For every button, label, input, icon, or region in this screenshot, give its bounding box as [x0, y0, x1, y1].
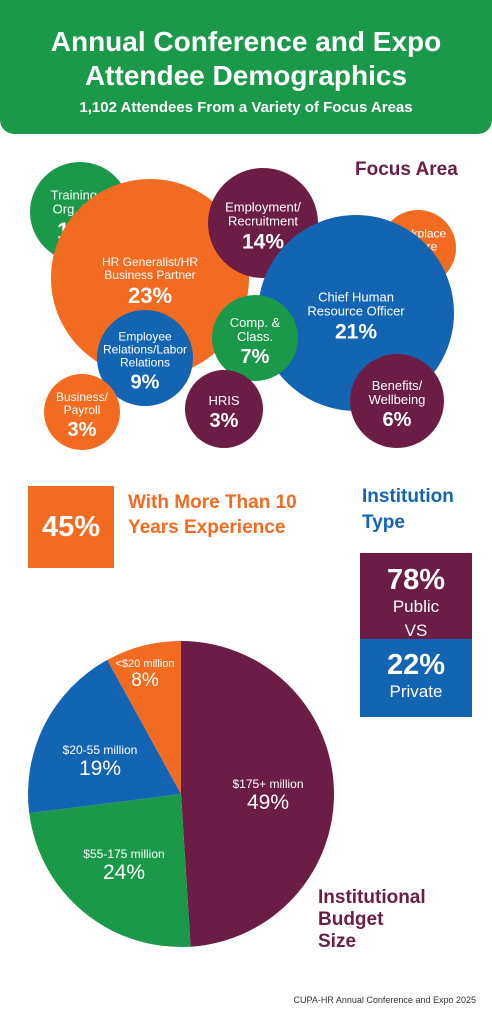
focus-bubble: Benefits/Wellbeing 6%	[350, 354, 444, 448]
public-box: 78% Public VS	[360, 553, 472, 640]
focus-bubble-label: Employment/	[225, 200, 301, 215]
focus-bubble-label: HRIS	[208, 393, 239, 408]
focus-bubble-value: 9%	[131, 372, 160, 394]
focus-bubble-circle	[350, 354, 444, 448]
focus-bubble-label: Chief Human	[318, 290, 394, 305]
focus-bubble-label: Relations/Labor	[103, 343, 187, 357]
focus-bubble-label: Recruitment	[228, 214, 298, 229]
header-banner: Annual Conference and Expo Attendee Demo…	[0, 0, 492, 134]
focus-bubble-value: 21%	[335, 321, 377, 344]
focus-bubble: Business/Payroll 3%	[44, 374, 120, 450]
vs-label: VS	[404, 621, 428, 640]
private-label: Private	[389, 682, 443, 701]
institution-type-title-line1: Institution	[362, 486, 454, 507]
focus-bubble-value: 6%	[383, 409, 412, 431]
public-label: Public	[392, 597, 440, 616]
pie-slice-label: $20-55 million	[63, 743, 138, 757]
focus-bubble-value: 14%	[242, 231, 284, 254]
pie-slice-value: 8%	[131, 670, 159, 691]
pie-slice	[29, 794, 191, 947]
budget-title-line3: Size	[318, 931, 357, 952]
focus-bubble-circle	[185, 370, 263, 448]
budget-title-line1: Institutional	[318, 887, 426, 908]
focus-bubble: Comp. &Class. 7%	[212, 295, 298, 381]
pie-slice	[27, 659, 181, 814]
focus-bubble-label: Business/	[56, 390, 109, 404]
pie-slice-label: $175+ million	[232, 777, 303, 791]
budget-title: Institutional Budget Size	[318, 887, 426, 953]
focus-bubble: HRIS 3%	[185, 370, 263, 448]
budget-title-line2: Budget	[318, 909, 384, 930]
private-box: 22% Private	[360, 639, 472, 717]
pie-slice-label: $55-175 million	[83, 847, 164, 861]
pie-slice	[107, 641, 181, 794]
page-title-line1: Annual Conference and Expo	[50, 26, 442, 57]
focus-bubble-circle	[97, 310, 193, 406]
footer-source: CUPA-HR Annual Conference and Expo 2025	[293, 995, 476, 1005]
focus-bubble-label: HR Generalist/HR	[102, 255, 198, 269]
focus-area-title: Focus Area	[355, 159, 458, 180]
focus-bubble-value: 7%	[241, 346, 270, 368]
focus-bubble-label: Relations	[120, 356, 170, 370]
focus-bubble-circle	[51, 179, 249, 377]
institution-type-title: Institution Type	[362, 484, 454, 536]
pie-slice-label: <$20 million	[115, 658, 174, 670]
pie-slice-value: 19%	[79, 757, 121, 780]
pie-slice	[181, 641, 334, 947]
focus-bubble-label: Comp. &	[230, 315, 281, 330]
pie-slice-value: 24%	[103, 861, 145, 884]
experience-text: With More Than 10 Years Experience	[128, 492, 297, 538]
page-subtitle: 1,102 Attendees From a Variety of Focus …	[79, 99, 413, 116]
focus-bubble-circle	[212, 295, 298, 381]
page-title-line2: Attendee Demographics	[84, 60, 408, 91]
focus-bubble-label: Payroll	[64, 403, 101, 417]
institution-type-title-line2: Type	[362, 512, 405, 533]
focus-bubble-label: Class.	[237, 329, 273, 344]
focus-bubble-label: Wellbeing	[369, 392, 426, 407]
focus-bubble-circle	[44, 374, 120, 450]
private-percent: 22%	[386, 649, 446, 681]
pie-slice-value: 49%	[247, 791, 289, 814]
experience-percent-box: 45%	[28, 486, 114, 568]
focus-bubble-label: Employee	[118, 330, 172, 344]
focus-area-bubble-chart: Training &Org. Dev.10%HR Generalist/HRBu…	[30, 162, 456, 450]
focus-bubble-label: Benefits/	[372, 378, 423, 393]
focus-bubble-label: Business Partner	[104, 268, 195, 282]
focus-bubble-value: 3%	[210, 410, 239, 432]
focus-bubble-value: 3%	[68, 419, 97, 441]
focus-bubble-value: 23%	[128, 283, 172, 308]
public-percent: 78%	[386, 564, 446, 596]
experience-percent: 45%	[41, 510, 101, 543]
focus-bubble-label: Resource Officer	[307, 304, 405, 319]
